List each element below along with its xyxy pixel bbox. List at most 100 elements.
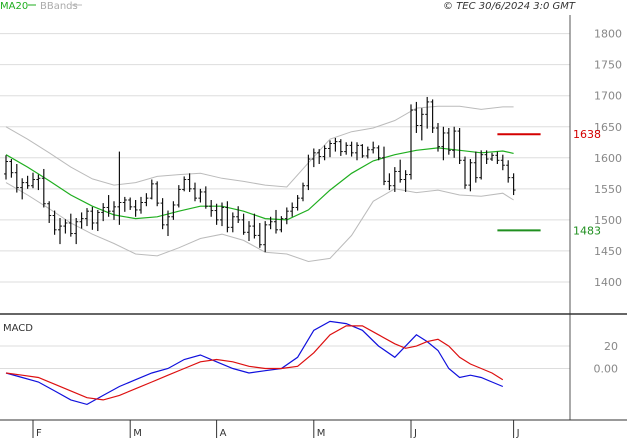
price-bar xyxy=(20,178,25,200)
price-bar xyxy=(187,173,192,192)
macd-y-axis: 0.00 20 xyxy=(594,340,619,375)
price-bar xyxy=(284,207,289,225)
x-tick-label: J xyxy=(413,428,417,439)
price-bar xyxy=(58,218,62,245)
price-bar xyxy=(155,181,160,207)
price-bar xyxy=(263,221,268,253)
price-bar xyxy=(112,201,116,220)
price-bar xyxy=(166,210,170,237)
x-tick-label: M xyxy=(133,428,142,439)
bollinger-bands xyxy=(5,105,514,263)
price-bar xyxy=(328,140,332,158)
price-bar xyxy=(344,142,349,155)
price-bar xyxy=(252,213,257,239)
price-bar xyxy=(241,213,246,235)
price-bar xyxy=(203,186,208,209)
price-bar xyxy=(436,123,440,152)
price-bar xyxy=(25,175,30,189)
price-bar xyxy=(290,202,295,217)
price-bar xyxy=(457,127,462,164)
price-y-tick-label: 1450 xyxy=(594,245,622,258)
price-bar xyxy=(382,146,386,186)
price-bar xyxy=(500,154,505,171)
price-bar xyxy=(311,148,316,168)
price-bar xyxy=(279,216,284,233)
price-bar xyxy=(52,210,57,235)
price-bar xyxy=(349,141,354,157)
price-bar xyxy=(322,145,327,161)
price-bar xyxy=(122,196,127,212)
price-bar xyxy=(160,198,165,230)
price-bar xyxy=(274,209,278,234)
price-bar xyxy=(101,203,106,222)
price-bar xyxy=(317,149,322,164)
price-y-tick-label: 1650 xyxy=(594,121,622,134)
x-tick-label: A xyxy=(220,428,227,439)
price-bar xyxy=(41,168,46,208)
price-bar xyxy=(63,219,68,234)
price-bar xyxy=(295,195,300,211)
price-bar xyxy=(257,222,262,248)
price-bar xyxy=(90,206,95,230)
bbands-legend-label: BBands xyxy=(40,1,78,12)
price-bar xyxy=(301,182,305,202)
price-bar xyxy=(247,221,251,241)
price-bar xyxy=(236,206,241,223)
price-bar xyxy=(47,201,52,223)
price-bar xyxy=(403,170,408,192)
price-bar xyxy=(14,164,19,193)
price-bar xyxy=(484,150,489,164)
price-bar xyxy=(209,200,214,217)
price-bar xyxy=(306,154,311,191)
price-y-tick-label: 1500 xyxy=(594,214,622,227)
price-bar xyxy=(425,96,430,129)
macd-label: MACD xyxy=(3,323,33,334)
ma-legend-label: MA20 xyxy=(0,1,28,12)
price-bar xyxy=(133,200,138,217)
price-bar xyxy=(376,145,381,161)
price-bars xyxy=(4,96,516,253)
price-bar xyxy=(333,137,338,152)
price-bar xyxy=(31,172,35,189)
price-bar xyxy=(511,173,516,196)
price-bar xyxy=(387,173,392,191)
price-bar xyxy=(441,126,446,161)
bbands-upper-line xyxy=(5,105,514,188)
price-bar xyxy=(268,216,273,230)
x-tick-label: J xyxy=(516,428,520,439)
macd-panel: MACD 0.00 20 xyxy=(0,320,619,406)
x-tick-label: M xyxy=(317,428,326,439)
price-bar xyxy=(79,212,84,229)
price-levels: 1638 1483 xyxy=(497,128,601,237)
price-bar xyxy=(468,159,473,192)
price-bar xyxy=(74,218,79,245)
copyright-text: © TEC 30/6/2024 3:0 GMT xyxy=(443,1,576,12)
price-bar xyxy=(414,101,419,133)
signal-line xyxy=(5,325,504,401)
price-bar xyxy=(355,142,359,161)
price-y-tick-label: 1550 xyxy=(594,183,622,196)
x-tick-label: F xyxy=(36,428,42,439)
price-bar xyxy=(220,202,224,227)
price-bar xyxy=(68,213,73,237)
price-y-axis: 1400 1450 1500 1550 1600 1650 1700 1750 1800 xyxy=(594,28,622,289)
price-bar xyxy=(479,150,484,180)
price-bar xyxy=(495,151,500,164)
price-bar xyxy=(490,152,494,161)
price-bar xyxy=(85,208,89,227)
macd-y-tick-label: 0.00 xyxy=(594,363,619,376)
price-bar xyxy=(182,176,187,192)
price-bar xyxy=(117,151,122,225)
support-label: 1483 xyxy=(573,224,601,237)
price-bar xyxy=(4,155,8,180)
price-bar xyxy=(149,179,154,200)
price-bar xyxy=(371,141,376,154)
price-bar xyxy=(171,201,176,220)
price-y-tick-label: 1400 xyxy=(594,276,622,289)
price-bar xyxy=(419,108,424,141)
price-bar xyxy=(338,139,343,156)
price-bar xyxy=(360,144,365,158)
price-bar xyxy=(36,174,41,191)
price-bar xyxy=(193,182,197,202)
